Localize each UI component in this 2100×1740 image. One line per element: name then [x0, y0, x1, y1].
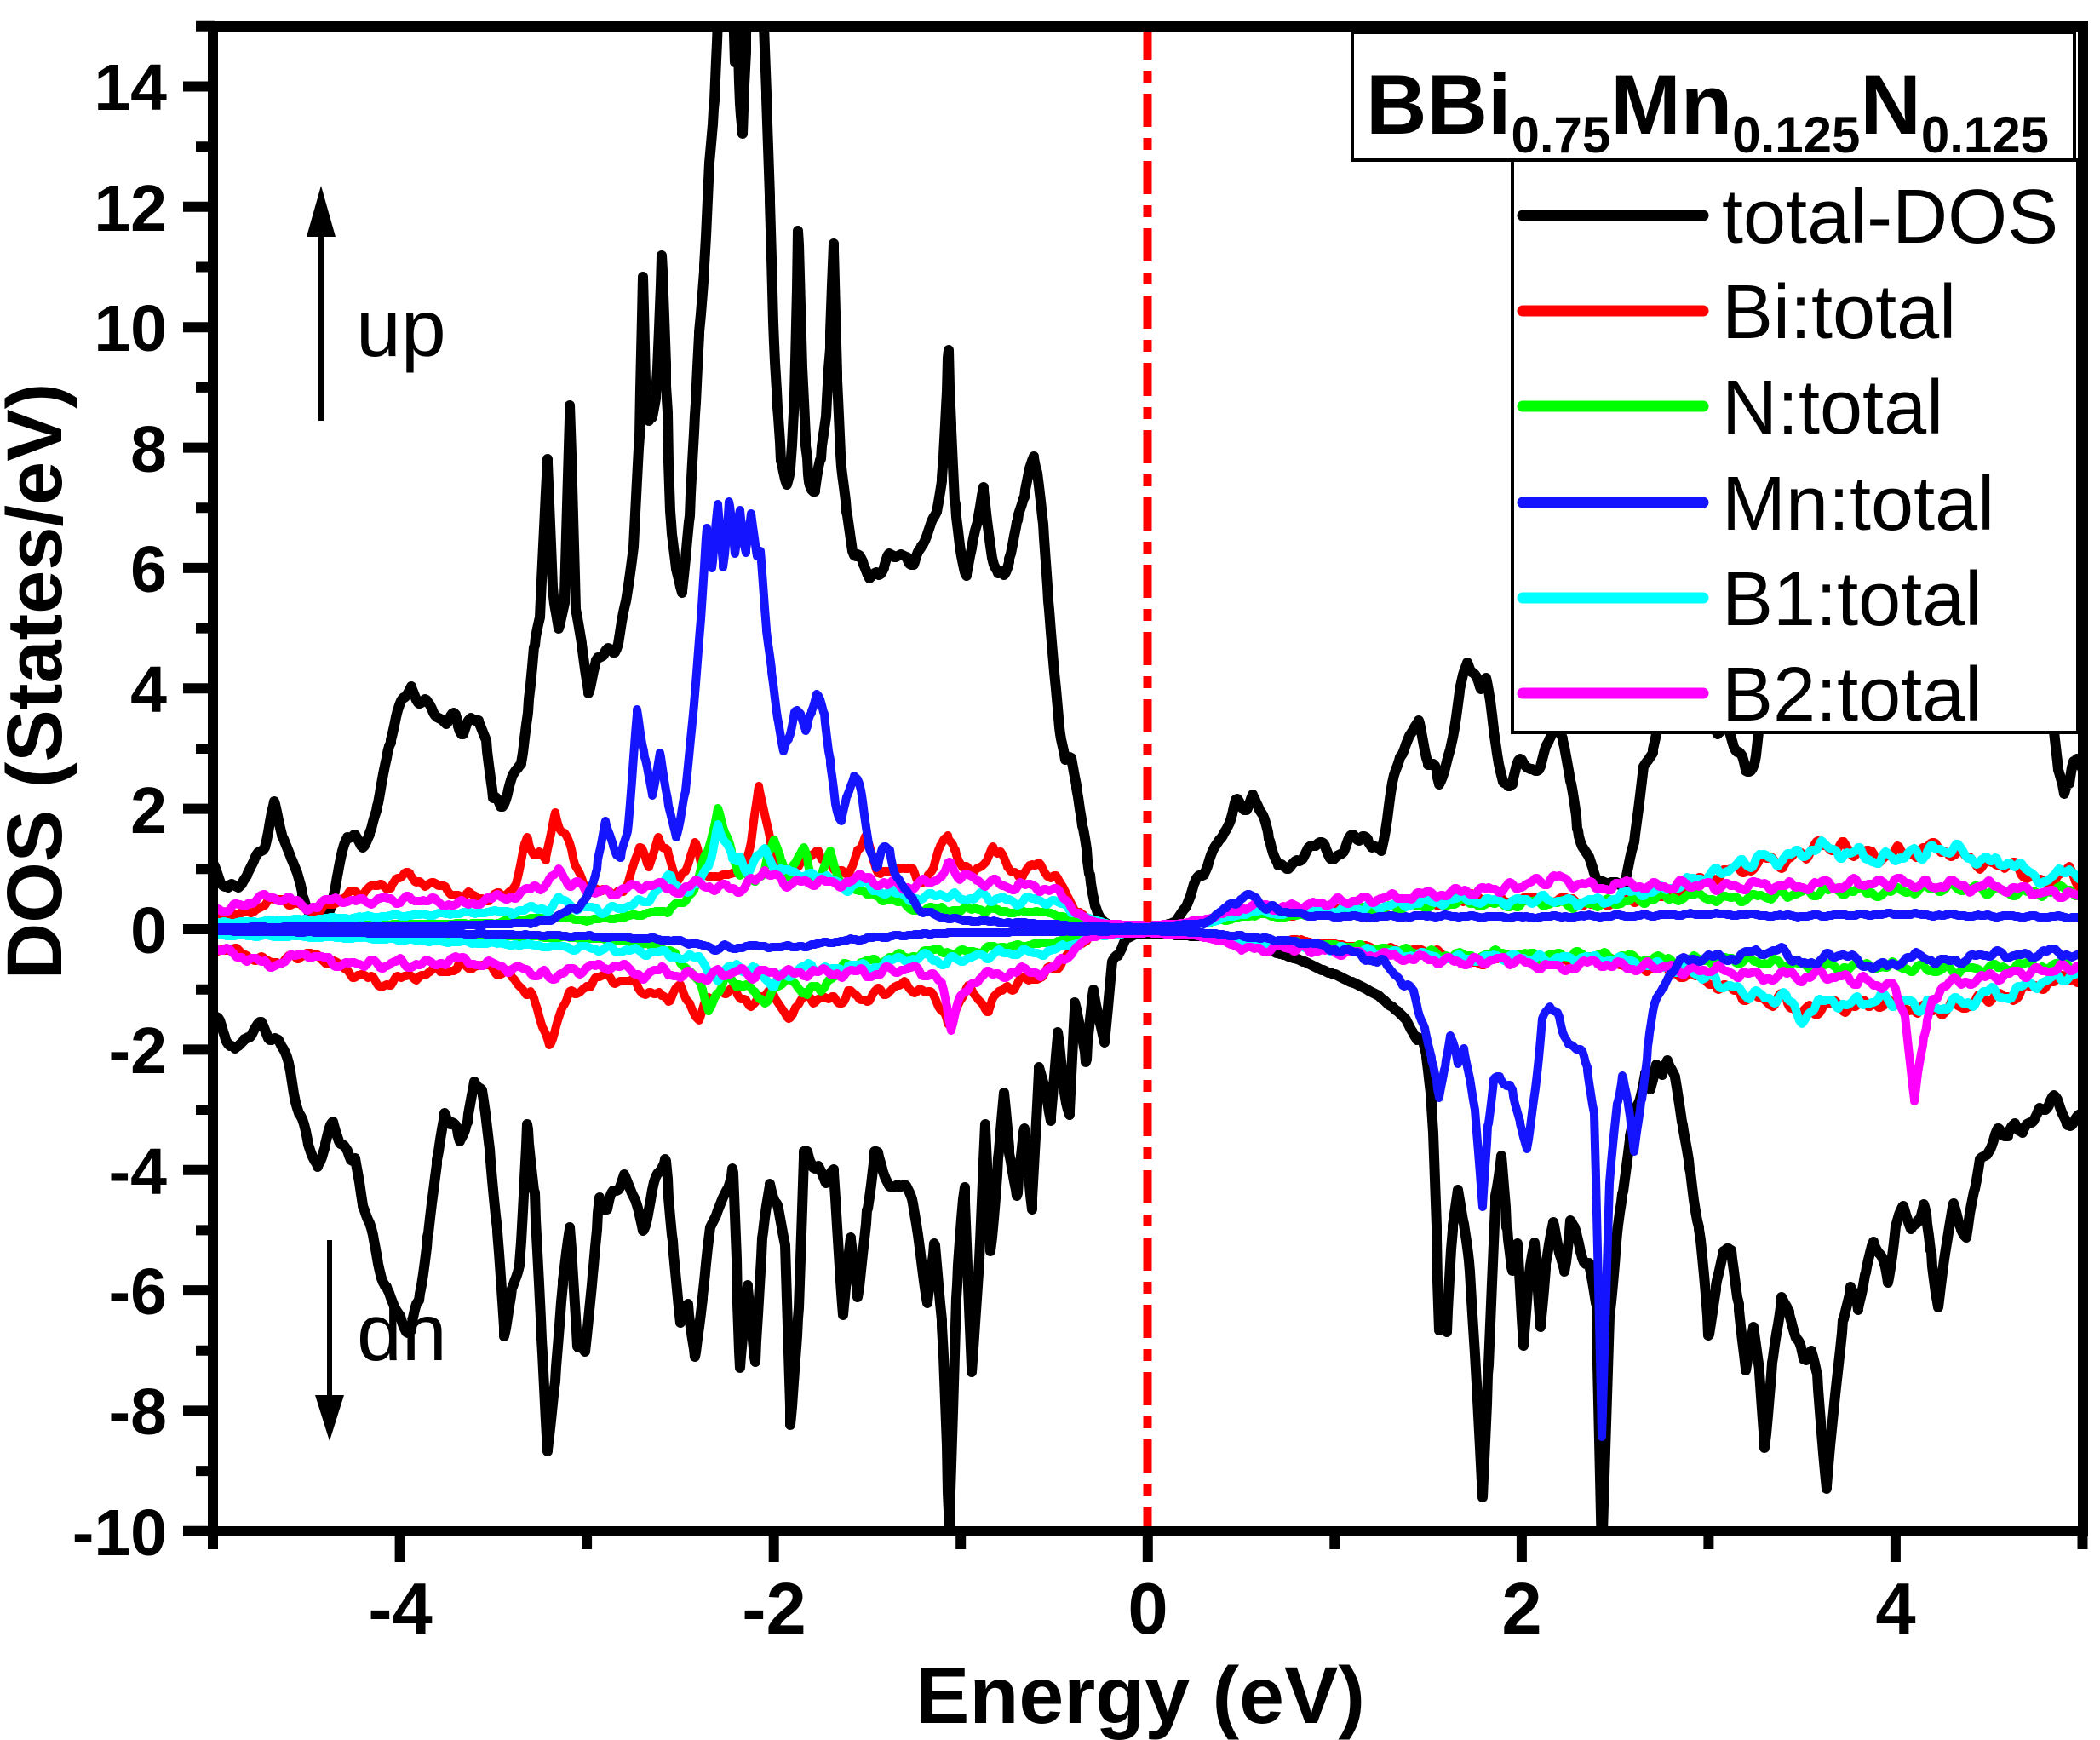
- svg-text:N:total: N:total: [1722, 365, 1943, 451]
- svg-text:2: 2: [130, 774, 167, 847]
- svg-text:-4: -4: [368, 1569, 433, 1650]
- svg-text:B1:total: B1:total: [1722, 557, 1982, 642]
- svg-text:Mn:total: Mn:total: [1722, 462, 1994, 547]
- svg-text:total-DOS: total-DOS: [1722, 175, 2058, 260]
- svg-text:-10: -10: [72, 1496, 167, 1570]
- svg-text:8: 8: [130, 413, 167, 486]
- svg-text:up: up: [356, 284, 446, 374]
- svg-text:6: 6: [130, 533, 167, 606]
- svg-text:dn: dn: [357, 1288, 447, 1378]
- svg-text:14: 14: [94, 51, 167, 124]
- svg-text:-8: -8: [109, 1375, 167, 1449]
- svg-text:DOS (States/eV): DOS (States/eV): [0, 383, 78, 979]
- svg-text:0: 0: [1127, 1569, 1168, 1650]
- svg-text:-6: -6: [109, 1255, 167, 1329]
- svg-text:4: 4: [130, 653, 167, 726]
- svg-text:0: 0: [130, 894, 167, 968]
- svg-text:-2: -2: [109, 1014, 167, 1088]
- svg-text:Energy (eV): Energy (eV): [915, 1651, 1365, 1740]
- svg-text:12: 12: [94, 172, 167, 245]
- svg-text:4: 4: [1875, 1569, 1915, 1650]
- svg-text:-4: -4: [109, 1135, 168, 1209]
- svg-text:Bi:total: Bi:total: [1722, 270, 1956, 355]
- svg-text:10: 10: [94, 292, 167, 365]
- svg-text:B2:total: B2:total: [1722, 652, 1982, 738]
- svg-text:-2: -2: [742, 1569, 806, 1650]
- svg-text:2: 2: [1501, 1569, 1541, 1650]
